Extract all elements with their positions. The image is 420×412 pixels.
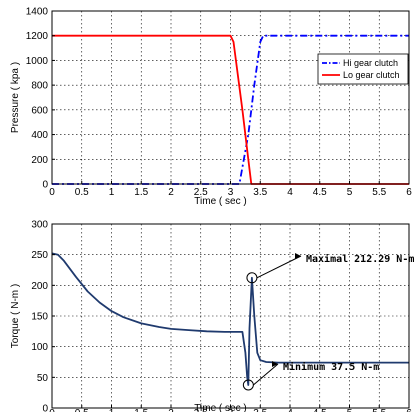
x-tick-label: 3 (228, 408, 234, 412)
x-tick-label: 4.5 (313, 408, 327, 412)
legend-label-1: Lo gear clutch (343, 70, 400, 80)
x-tick-label: 0 (49, 187, 55, 198)
x-tick-label: 1 (109, 408, 115, 412)
legend-box (317, 53, 409, 85)
x-tick-label: 5 (347, 187, 353, 198)
x-tick-label: 0 (49, 408, 55, 412)
x-tick-label: 1.5 (134, 187, 148, 198)
y-tick-label: 1400 (26, 7, 49, 18)
x-tick-label: 2.5 (194, 408, 208, 412)
x-tick-label: 2 (168, 187, 174, 198)
y-tick-label: 1000 (26, 56, 49, 67)
x-axis-label: Time ( sec ) (194, 403, 246, 412)
x-tick-label: 0.5 (75, 408, 89, 412)
x-tick-label: 1.5 (134, 408, 148, 412)
y-axis-label: Torque ( N-m ) (10, 284, 21, 348)
x-tick-label: 5 (347, 408, 353, 412)
x-tick-label: 5.5 (372, 187, 386, 198)
x-tick-label: 3 (228, 187, 234, 198)
x-tick-label: 4 (287, 408, 293, 412)
x-tick-label: 6 (406, 187, 412, 198)
annotation-label-1: Minimum 37.5 N-m (283, 361, 379, 373)
y-axis-label: Pressure ( kpa ) (10, 62, 21, 133)
x-tick-label: 1 (109, 187, 115, 198)
y-tick-label: 400 (31, 130, 48, 141)
annotation-leader-0 (256, 255, 302, 279)
x-tick-label: 3.5 (253, 408, 267, 412)
y-tick-label: 300 (31, 220, 48, 231)
x-tick-label: 6 (406, 408, 412, 412)
y-tick-label: 200 (31, 155, 48, 166)
y-tick-label: 250 (31, 250, 48, 261)
x-tick-label: 0.5 (75, 187, 89, 198)
y-tick-label: 0 (42, 404, 48, 412)
series-line-0 (51, 252, 409, 386)
y-tick-label: 600 (31, 105, 48, 116)
y-tick-label: 1200 (26, 31, 49, 42)
pressure-chart: 0 0.5 1 1.5 2 2.5 3 3.5 4 4.5 5 5.5 6 0 200 400 600 800 10… (10, 7, 412, 208)
x-tick-label: 3.5 (253, 187, 267, 198)
y-tick-label: 200 (31, 281, 48, 292)
x-tick-label: 2.5 (194, 187, 208, 198)
y-tick-label: 0 (42, 180, 48, 191)
annotation-arrow-0 (295, 253, 301, 259)
x-tick-label: 4.5 (313, 187, 327, 198)
y-tick-label: 150 (31, 312, 48, 323)
x-axis-label: Time ( sec ) (194, 196, 246, 207)
legend-label-0: Hi gear clutch (343, 58, 398, 68)
annotation-arrow-1 (272, 361, 278, 367)
annotation-marker-0 (246, 272, 258, 284)
y-tick-label: 50 (37, 373, 49, 384)
x-tick-label: 4 (287, 187, 293, 198)
torque-chart: 0 0.5 1 1.5 2 2.5 3 3.5 4 4.5 5 5.5 6 0 50 100 150 200 250… (10, 220, 414, 412)
series-line-0 (52, 34, 409, 185)
annotation-leader-1 (253, 363, 279, 386)
y-tick-label: 800 (31, 81, 48, 92)
x-tick-label: 5.5 (372, 408, 386, 412)
x-tick-label: 2 (168, 408, 174, 412)
annotation-label-0: Maximal 212.29 N-m (306, 253, 414, 265)
y-tick-label: 100 (31, 342, 48, 353)
